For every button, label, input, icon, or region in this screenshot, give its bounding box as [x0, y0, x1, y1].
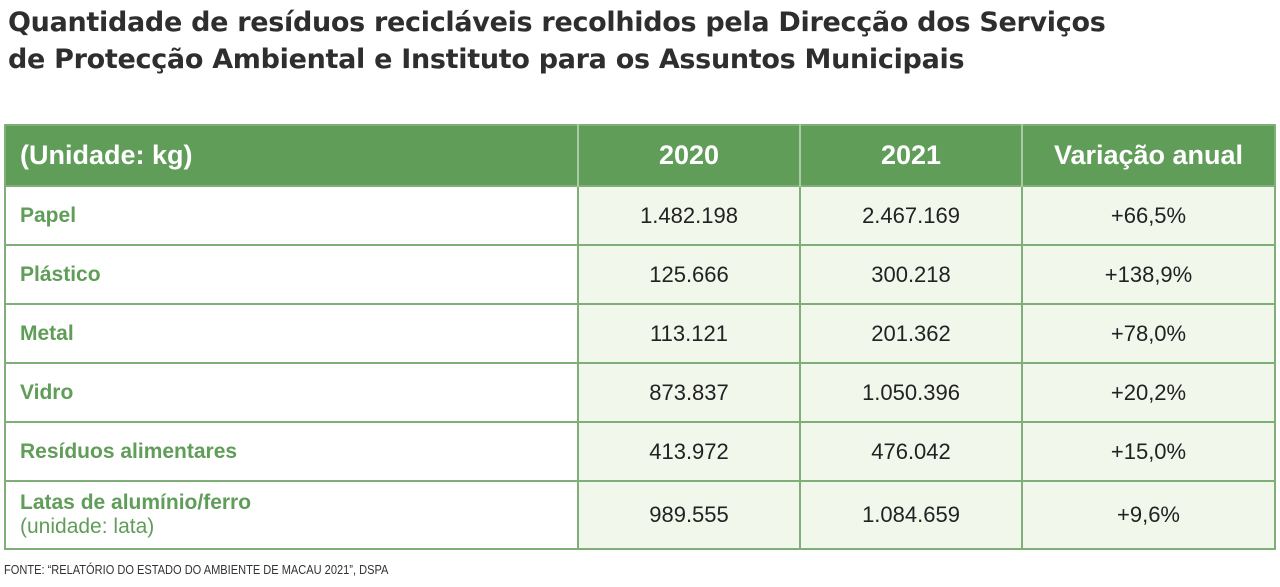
source-note: FONTE: “RELATÓRIO DO ESTADO DO AMBIENTE … [4, 562, 389, 577]
table-row: Metal 113.121 201.362 +78,0% [5, 303, 1275, 363]
value-2021: 201.362 [799, 303, 1022, 363]
row-label: Resíduos alimentares [5, 421, 578, 481]
table-row: Latas de alumínio/ferro (unidade: lata) … [5, 480, 1275, 549]
value-change: +66,5% [1021, 185, 1275, 245]
title-line-1: Quantidade de resíduos recicláveis recol… [8, 7, 1106, 38]
recycling-table: (Unidade: kg) 2020 2021 Variação anual P… [4, 124, 1276, 550]
value-2020: 113.121 [577, 303, 800, 363]
value-2021: 2.467.169 [799, 185, 1022, 245]
value-2021: 300.218 [799, 244, 1022, 304]
value-2020: 125.666 [577, 244, 800, 304]
value-change: +138,9% [1021, 244, 1275, 304]
value-change: +15,0% [1021, 421, 1275, 481]
value-change: +20,2% [1021, 362, 1275, 422]
row-label: Papel [5, 185, 578, 245]
row-label: Vidro [5, 362, 578, 422]
page-title: Quantidade de resíduos recicláveis recol… [8, 4, 1106, 78]
value-2020: 1.482.198 [577, 185, 800, 245]
row-label: Latas de alumínio/ferro [20, 491, 252, 514]
value-2021: 1.084.659 [799, 480, 1022, 549]
header-2020: 2020 [578, 125, 801, 186]
table-row: Resíduos alimentares 413.972 476.042 +15… [5, 421, 1275, 481]
header-change: Variação anual [1022, 125, 1275, 186]
value-change: +78,0% [1021, 303, 1275, 363]
table-header-row: (Unidade: kg) 2020 2021 Variação anual [5, 125, 1275, 186]
row-sublabel: (unidade: lata) [20, 515, 155, 538]
value-2020: 989.555 [577, 480, 800, 549]
table-row: Papel 1.482.198 2.467.169 +66,5% [5, 185, 1275, 245]
table-row: Plástico 125.666 300.218 +138,9% [5, 244, 1275, 304]
value-2021: 476.042 [799, 421, 1022, 481]
value-2020: 413.972 [577, 421, 800, 481]
row-label: Plástico [5, 244, 578, 304]
value-change: +9,6% [1021, 480, 1275, 549]
row-label-cell: Latas de alumínio/ferro (unidade: lata) [5, 480, 578, 549]
value-2020: 873.837 [577, 362, 800, 422]
header-2021: 2021 [800, 125, 1023, 186]
header-unit: (Unidade: kg) [5, 125, 579, 186]
value-2021: 1.050.396 [799, 362, 1022, 422]
row-label: Metal [5, 303, 578, 363]
title-line-2: de Protecção Ambiental e Instituto para … [8, 44, 965, 75]
table-row: Vidro 873.837 1.050.396 +20,2% [5, 362, 1275, 422]
